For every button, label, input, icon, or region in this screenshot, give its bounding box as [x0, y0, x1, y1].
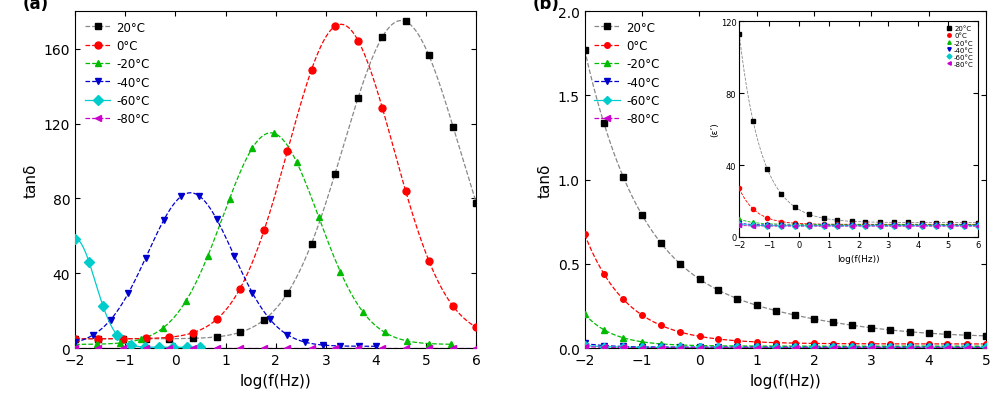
Legend: 20°C, 0°C, -20°C, -40°C, -60°C, -80°C: 20°C, 0°C, -20°C, -40°C, -60°C, -80°C	[81, 18, 153, 130]
X-axis label: log(f(Hz)): log(f(Hz))	[750, 373, 821, 388]
Y-axis label: tanδ: tanδ	[538, 163, 553, 197]
Text: (a): (a)	[23, 0, 49, 13]
Text: (b): (b)	[533, 0, 560, 13]
Legend: 20°C, 0°C, -20°C, -40°C, -60°C, -80°C: 20°C, 0°C, -20°C, -40°C, -60°C, -80°C	[591, 18, 663, 130]
X-axis label: log(f(Hz)): log(f(Hz))	[240, 373, 311, 388]
Y-axis label: tanδ: tanδ	[23, 163, 38, 197]
